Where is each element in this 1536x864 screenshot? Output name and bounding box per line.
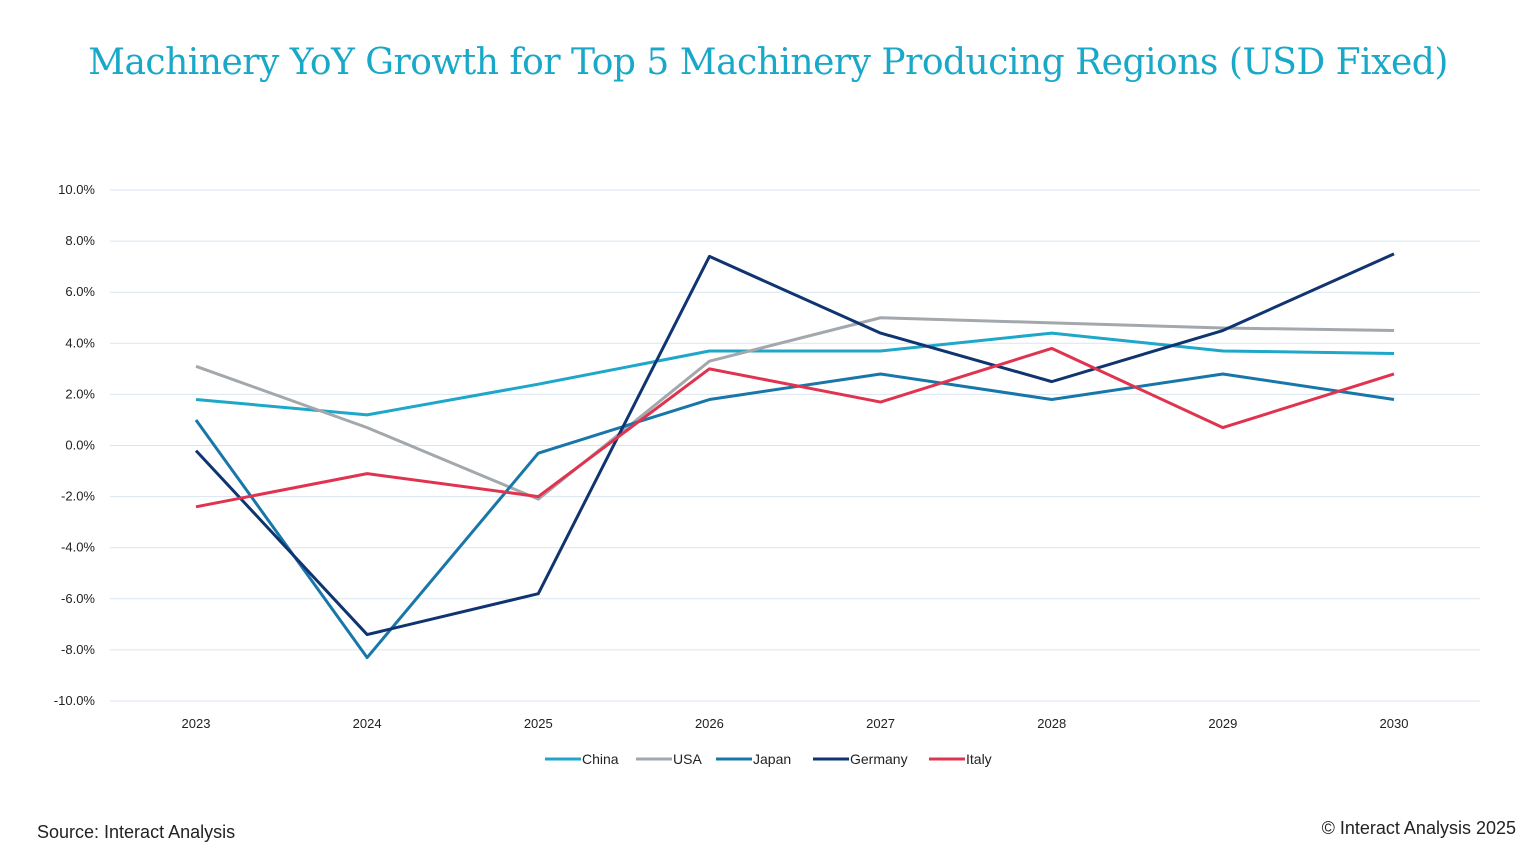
y-tick-label: -10.0% xyxy=(54,693,96,708)
y-tick-label: 2.0% xyxy=(65,386,95,401)
series-line-usa xyxy=(195,316,1395,501)
x-tick-label: 2028 xyxy=(1037,716,1066,731)
y-tick-label: 4.0% xyxy=(65,335,95,350)
series-line-china xyxy=(195,331,1395,417)
x-tick-label: 2023 xyxy=(182,716,211,731)
x-tick-label: 2024 xyxy=(353,716,382,731)
y-tick-label: -6.0% xyxy=(61,591,95,606)
y-tick-label: 8.0% xyxy=(65,233,95,248)
y-tick-label: 10.0% xyxy=(58,182,95,197)
y-tick-label: 0.0% xyxy=(65,438,95,453)
legend-label: Japan xyxy=(753,751,791,767)
series-line-japan xyxy=(194,372,1395,660)
chart-title: Machinery YoY Growth for Top 5 Machinery… xyxy=(88,42,1448,83)
x-tick-label: 2026 xyxy=(695,716,724,731)
copyright-note: © Interact Analysis 2025 xyxy=(1321,818,1516,838)
x-tick-label: 2027 xyxy=(866,716,895,731)
x-tick-label: 2030 xyxy=(1380,716,1409,731)
y-tick-label: -8.0% xyxy=(61,642,95,657)
series-line-germany xyxy=(194,252,1395,637)
series-line-italy xyxy=(195,346,1395,509)
y-tick-label: -2.0% xyxy=(61,489,95,504)
x-tick-label: 2029 xyxy=(1208,716,1237,731)
source-note: Source: Interact Analysis xyxy=(37,822,236,842)
x-tick-label: 2025 xyxy=(524,716,553,731)
legend-label: Germany xyxy=(850,751,908,767)
legend-label: USA xyxy=(673,751,702,767)
legend-label: China xyxy=(582,751,619,767)
legend-label: Italy xyxy=(966,751,992,767)
y-tick-label: -4.0% xyxy=(61,540,95,555)
y-tick-label: 6.0% xyxy=(65,284,95,299)
